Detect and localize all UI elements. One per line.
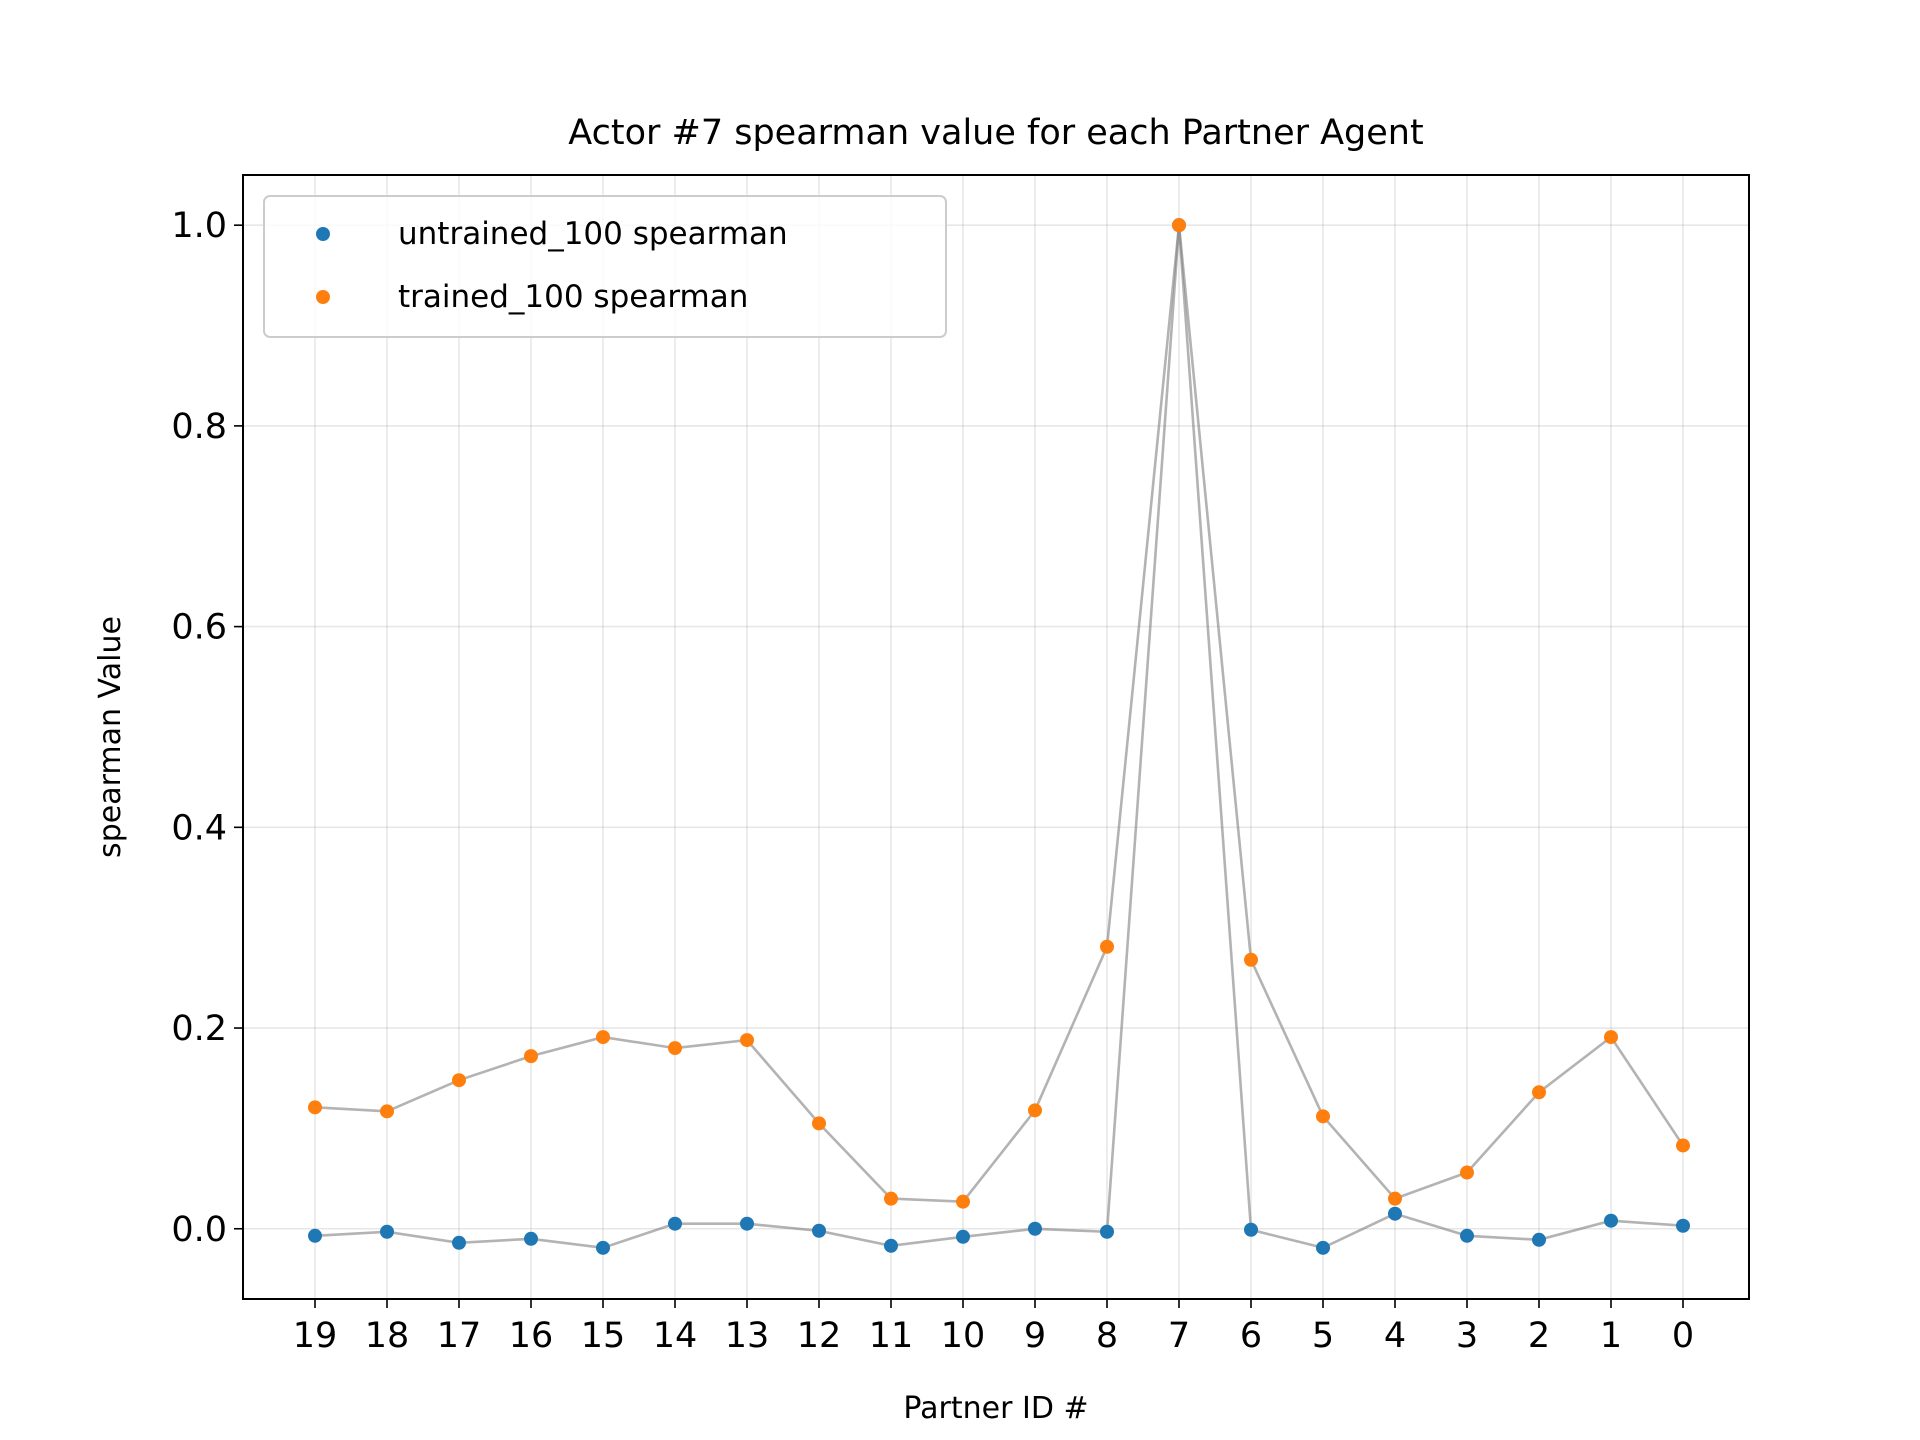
legend: untrained_100 spearman trained_100 spear… xyxy=(263,195,947,338)
data-point-trained xyxy=(380,1104,394,1119)
data-point-trained xyxy=(1028,1103,1042,1118)
data-point-untrained xyxy=(308,1228,322,1243)
y-tick-label: 0.0 xyxy=(171,1210,227,1250)
y-axis-label: spearman Value xyxy=(93,616,128,858)
y-tick-label: 0.4 xyxy=(171,808,227,848)
data-point-trained xyxy=(596,1030,610,1045)
legend-marker-untrained xyxy=(316,227,330,241)
data-point-untrained xyxy=(1028,1221,1042,1236)
data-point-untrained xyxy=(956,1229,970,1244)
data-point-untrained xyxy=(1532,1232,1546,1247)
data-point-untrained xyxy=(884,1238,898,1253)
x-axis: 19 18 17 16 15 14 13 12 11 10 9 8 7 6 5 4 3 2 1 0 xyxy=(293,1299,1694,1356)
data-point-untrained xyxy=(668,1216,682,1231)
legend-label-untrained: untrained_100 spearman xyxy=(398,216,788,252)
data-point-trained xyxy=(1316,1109,1330,1124)
data-point-trained xyxy=(1532,1085,1546,1100)
x-tick-label: 19 xyxy=(293,1316,338,1356)
data-point-untrained xyxy=(740,1216,754,1231)
data-point-trained xyxy=(884,1191,898,1206)
x-axis-label: Partner ID # xyxy=(903,1391,1088,1426)
data-point-trained xyxy=(1676,1138,1690,1153)
data-point-untrained xyxy=(812,1223,826,1238)
data-point-trained xyxy=(740,1033,754,1048)
x-tick-label: 18 xyxy=(365,1316,410,1356)
data-point-trained xyxy=(1100,939,1114,954)
data-point-trained xyxy=(1172,218,1186,233)
y-tick-label: 0.6 xyxy=(171,608,227,648)
x-tick-label: 6 xyxy=(1240,1316,1262,1356)
data-point-untrained xyxy=(1460,1228,1474,1243)
y-tick-label: 1.0 xyxy=(171,206,227,246)
data-point-trained xyxy=(668,1041,682,1056)
x-tick-label: 0 xyxy=(1672,1316,1694,1356)
y-axis: 0.0 0.2 0.4 0.6 0.8 1.0 xyxy=(171,206,243,1250)
data-point-untrained xyxy=(524,1231,538,1246)
x-tick-label: 15 xyxy=(581,1316,626,1356)
x-tick-label: 1 xyxy=(1600,1316,1622,1356)
x-tick-label: 13 xyxy=(725,1316,770,1356)
data-point-untrained xyxy=(1676,1218,1690,1233)
x-tick-label: 5 xyxy=(1312,1316,1334,1356)
data-point-trained xyxy=(1388,1191,1402,1206)
data-point-untrained xyxy=(1316,1240,1330,1255)
legend-marker-trained xyxy=(316,290,330,304)
chart-title: Actor #7 spearman value for each Partner… xyxy=(568,113,1423,153)
y-tick-label: 0.2 xyxy=(171,1009,227,1049)
data-point-trained xyxy=(956,1194,970,1209)
x-tick-label: 4 xyxy=(1384,1316,1406,1356)
data-point-trained xyxy=(1244,952,1258,967)
series-line-1 xyxy=(314,225,1685,1204)
x-tick-label: 9 xyxy=(1024,1316,1046,1356)
data-point-trained xyxy=(308,1100,322,1115)
data-point-trained xyxy=(1460,1165,1474,1180)
data-point-untrained xyxy=(380,1224,394,1239)
x-tick-label: 14 xyxy=(653,1316,698,1356)
x-tick-label: 16 xyxy=(509,1316,554,1356)
x-tick-label: 3 xyxy=(1456,1316,1478,1356)
x-tick-label: 17 xyxy=(437,1316,482,1356)
data-point-untrained xyxy=(452,1235,466,1250)
data-point-untrained xyxy=(1604,1213,1618,1228)
data-point-untrained xyxy=(1100,1224,1114,1239)
series-lines xyxy=(314,225,1685,1250)
x-tick-label: 7 xyxy=(1168,1316,1190,1356)
data-point-untrained xyxy=(596,1240,610,1255)
y-tick-label: 0.8 xyxy=(171,407,227,447)
legend-label-trained: trained_100 spearman xyxy=(398,279,748,315)
x-tick-label: 2 xyxy=(1528,1316,1550,1356)
data-point-untrained xyxy=(1388,1206,1402,1221)
data-point-trained xyxy=(1604,1030,1618,1045)
data-point-trained xyxy=(524,1049,538,1064)
x-tick-label: 11 xyxy=(869,1316,914,1356)
data-point-trained xyxy=(452,1073,466,1088)
series-line-0 xyxy=(314,225,1684,1250)
x-tick-label: 8 xyxy=(1096,1316,1118,1356)
x-tick-label: 10 xyxy=(941,1316,986,1356)
plot-frame xyxy=(242,174,1750,1300)
legend-box xyxy=(263,195,947,338)
data-point-untrained xyxy=(1244,1222,1258,1237)
data-point-trained xyxy=(812,1116,826,1131)
data-points xyxy=(308,218,1690,1255)
x-tick-label: 12 xyxy=(797,1316,842,1356)
